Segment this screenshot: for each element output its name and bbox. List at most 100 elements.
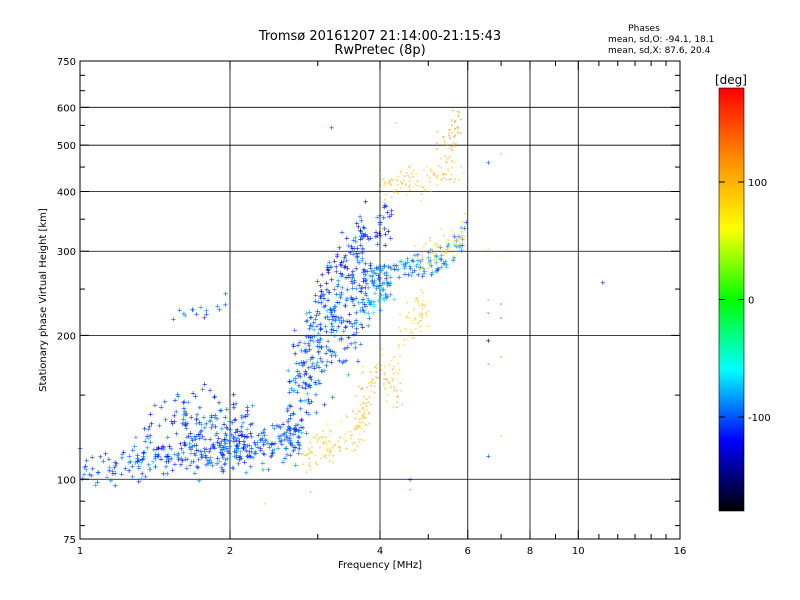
- data-point: +: [340, 359, 346, 367]
- data-point: +: [297, 338, 303, 346]
- data-point: ˅: [362, 416, 366, 424]
- data-point: ˅: [460, 232, 464, 240]
- data-point: ˅: [386, 182, 390, 190]
- data-point: +: [163, 458, 169, 466]
- data-point: +: [308, 336, 314, 344]
- data-point: +: [337, 336, 343, 344]
- data-point: +: [405, 258, 411, 266]
- data-point: +: [249, 448, 255, 456]
- data-point: +: [188, 414, 194, 422]
- data-point: +: [235, 435, 241, 443]
- data-point: +: [316, 363, 322, 371]
- data-point: +: [319, 368, 325, 376]
- data-point: +: [107, 464, 113, 472]
- data-point: ˅: [428, 325, 432, 333]
- data-point: ˅: [357, 424, 361, 432]
- data-point: +: [306, 399, 312, 407]
- data-point: +: [321, 291, 327, 299]
- data-point: +: [287, 424, 293, 432]
- data-point: +: [304, 310, 310, 318]
- data-point: ˅: [360, 387, 364, 395]
- data-point: +: [183, 410, 189, 418]
- data-point: +: [156, 445, 162, 453]
- data-point: +: [418, 258, 424, 266]
- data-point: +: [220, 452, 226, 460]
- data-point: ˅: [453, 135, 457, 143]
- data-point: ˅: [398, 382, 402, 390]
- data-point: +: [165, 453, 171, 461]
- data-point: +: [119, 450, 125, 458]
- data-point: +: [259, 434, 265, 442]
- data-point: ˅: [499, 356, 503, 364]
- data-point: +: [205, 457, 211, 465]
- data-point: +: [371, 303, 377, 311]
- data-point: +: [232, 416, 238, 424]
- data-point: ˅: [355, 413, 359, 421]
- data-point: +: [219, 467, 225, 475]
- data-point: ˅: [340, 420, 344, 428]
- data-point: ˅: [357, 411, 361, 419]
- data-point: +: [372, 277, 378, 285]
- data-point: ˅: [421, 186, 425, 194]
- data-point: +: [301, 347, 307, 355]
- data-point: +: [313, 381, 319, 389]
- data-point: ˅: [301, 463, 305, 471]
- data-point: ˅: [362, 414, 366, 422]
- data-point: +: [146, 466, 152, 474]
- data-point: ˅: [357, 427, 361, 435]
- chart-subtitle: RwPretec (8p): [334, 43, 425, 58]
- data-point: +: [371, 298, 377, 306]
- data-point: +: [242, 443, 248, 451]
- data-point: +: [346, 272, 352, 280]
- data-point: ˅: [430, 248, 434, 256]
- y-axis-label: Stationary phase Virtual Height [km]: [38, 208, 49, 392]
- data-point: ˅: [448, 246, 452, 254]
- data-point: +: [295, 433, 301, 441]
- data-point: +: [363, 260, 369, 268]
- data-point: +: [154, 446, 160, 454]
- data-point: +: [83, 466, 89, 474]
- data-point: ˅: [329, 449, 333, 457]
- data-point: +: [305, 396, 311, 404]
- data-point: +: [300, 358, 306, 366]
- data-point: +: [307, 374, 313, 382]
- data-point: +: [224, 405, 230, 413]
- data-point: ˅: [443, 173, 447, 181]
- data-point: ˅: [463, 235, 467, 243]
- data-point: ˅: [361, 365, 365, 373]
- data-point: +: [106, 455, 112, 463]
- data-point: +: [383, 202, 389, 210]
- data-point: ˅: [322, 442, 326, 450]
- data-point: +: [299, 429, 305, 437]
- data-point: +: [433, 259, 439, 267]
- data-point: +: [182, 408, 188, 416]
- data-point: +: [184, 420, 190, 428]
- data-point: +: [139, 456, 145, 464]
- data-point: +: [172, 450, 178, 458]
- data-point: ˅: [440, 167, 444, 175]
- data-point: ˅: [360, 421, 364, 429]
- data-point: +: [363, 198, 369, 206]
- data-point: ˅: [425, 174, 429, 182]
- data-point: +: [298, 398, 304, 406]
- data-point: +: [306, 410, 312, 418]
- data-point: +: [350, 250, 356, 258]
- data-point: +: [146, 461, 152, 469]
- data-point: +: [357, 287, 363, 295]
- data-point: ˅: [388, 364, 392, 372]
- data-point: ˅: [456, 126, 460, 134]
- y-tick-label: 100: [57, 475, 76, 486]
- data-point: +: [231, 404, 237, 412]
- data-point: +: [387, 281, 393, 289]
- data-point: +: [217, 458, 223, 466]
- data-point: +: [362, 308, 368, 316]
- data-point: +: [344, 235, 350, 243]
- data-point: +: [319, 288, 325, 296]
- data-point: ˅: [343, 441, 347, 449]
- data-point: ˅: [399, 330, 403, 338]
- data-point: ˅: [392, 373, 396, 381]
- data-point: +: [245, 442, 251, 450]
- data-point: ˅: [310, 451, 314, 459]
- data-point: ˅: [328, 434, 332, 442]
- data-point: +: [377, 266, 383, 274]
